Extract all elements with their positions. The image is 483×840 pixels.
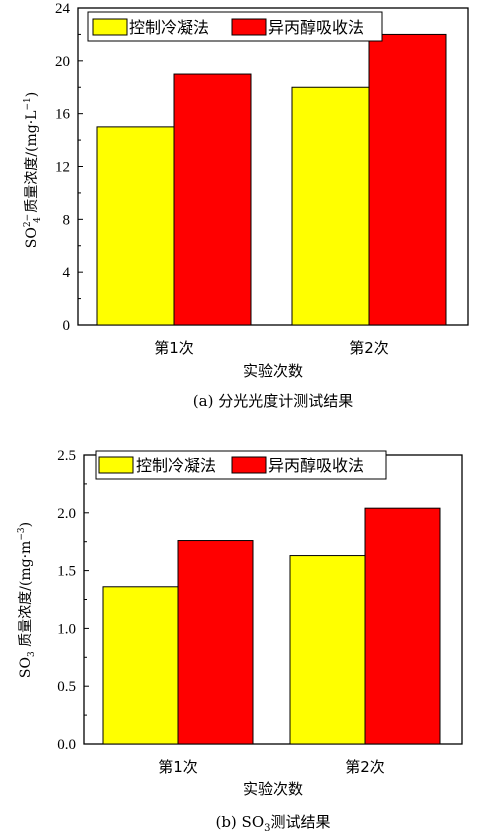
chart-a-legend-label-2: 异丙醇吸收法 xyxy=(268,18,364,37)
chart-a: 0 4 8 12 16 20 24 第1次 第2次 控制冷凝法 异丙醇吸收法 实验次数 (a)… xyxy=(23,1,469,410)
chart-a-x-categories: 第1次 第2次 xyxy=(154,320,389,357)
chart-a-y-tick-label: 16 xyxy=(55,107,71,123)
chart-a-bars xyxy=(96,33,447,326)
chart-a-bar-2-1 xyxy=(291,86,370,326)
chart-a-x-category-label: 第1次 xyxy=(154,339,194,357)
chart-a-legend-swatch-1 xyxy=(92,18,128,36)
chart-b-y-tick-label: 0.5 xyxy=(57,679,76,695)
chart-b-legend-swatch-1 xyxy=(98,456,134,474)
chart-b-y-ticks: 0.0 0.5 1.0 1.5 2.0 2.5 xyxy=(57,448,89,753)
chart-a-y-tick-label: 4 xyxy=(63,265,71,281)
chart-a-bar-1-2 xyxy=(173,73,252,326)
chart-b-legend-label-2: 异丙醇吸收法 xyxy=(268,456,364,475)
chart-b-bar-2-2 xyxy=(364,507,441,745)
chart-a-y-axis-label: SO2−4 质量浓度/(mg·L−1) xyxy=(23,92,43,248)
chart-b-bars xyxy=(102,507,441,745)
chart-a-y-tick-label: 8 xyxy=(63,212,71,228)
chart-b-y-tick-label: 2.0 xyxy=(57,506,76,522)
chart-b-legend: 控制冷凝法 异丙醇吸收法 xyxy=(95,450,387,480)
chart-b-x-categories: 第1次 第2次 xyxy=(158,739,385,776)
chart-a-x-axis-label: 实验次数 xyxy=(243,362,303,380)
chart-a-caption: (a) 分光光度计测试结果 xyxy=(193,392,353,410)
chart-b-bar-2-1 xyxy=(289,555,366,745)
chart-b-y-tick-label: 1.5 xyxy=(57,564,76,580)
chart-b: 0.0 0.5 1.0 1.5 2.0 2.5 第1次 第2次 控制冷凝法 异丙醇吸收法 实… xyxy=(17,448,463,834)
chart-a-bar-2-2 xyxy=(368,33,447,326)
chart-b-legend-label-1: 控制冷凝法 xyxy=(136,456,216,475)
chart-b-bar-1-2 xyxy=(177,540,254,745)
chart-b-y-tick-label: 0.0 xyxy=(57,737,76,753)
chart-b-x-axis-label: 实验次数 xyxy=(243,780,303,798)
chart-a-y-ticks: 0 4 8 12 16 20 24 xyxy=(55,1,83,334)
chart-a-legend-swatch-2 xyxy=(231,18,267,36)
chart-a-bar-1-1 xyxy=(96,126,175,326)
chart-b-x-category-label: 第2次 xyxy=(345,758,385,776)
chart-b-bar-1-1 xyxy=(102,586,179,745)
chart-b-caption: (b) SO3测试结果 xyxy=(215,813,330,834)
chart-a-y-tick-label: 24 xyxy=(55,1,71,17)
chart-a-x-category-label: 第2次 xyxy=(349,339,389,357)
chart-a-y-tick-label: 20 xyxy=(55,54,70,70)
chart-b-y-axis-label: SO3 质量浓度/(mg·m−3) xyxy=(17,522,37,678)
chart-b-x-category-label: 第1次 xyxy=(158,758,198,776)
chart-b-legend-swatch-2 xyxy=(231,456,267,474)
chart-a-y-tick-label: 0 xyxy=(63,318,71,334)
chart-a-y-tick-label: 12 xyxy=(55,160,70,176)
chart-a-legend-label-1: 控制冷凝法 xyxy=(129,18,209,37)
chart-b-y-tick-label: 1.0 xyxy=(57,621,76,637)
chart-b-y-tick-label: 2.5 xyxy=(57,448,76,464)
chart-a-legend: 控制冷凝法 异丙醇吸收法 xyxy=(87,11,383,42)
